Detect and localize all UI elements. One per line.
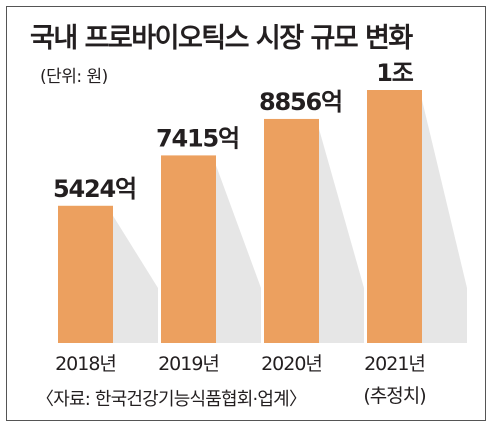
value-label-1: 5424억 [53, 175, 136, 203]
bar-shadow [216, 165, 261, 343]
value-label-4: 1조 [376, 59, 413, 87]
category-label-1: 2018년 [55, 353, 116, 375]
unit-note: (단위: 원) [40, 67, 108, 87]
category-sublabel-4: (추정치) [363, 385, 425, 407]
bar-shadow [422, 100, 467, 343]
source-note: 〈자료: 한국건강기능식품협회·업계〉 [36, 389, 307, 410]
category-label-2: 2019년 [158, 353, 219, 375]
chart-title: 국내 프로바이오틱스 시장 규모 변화 [30, 23, 413, 54]
bar-shadow [319, 128, 364, 343]
bar-1 [58, 205, 113, 343]
category-label-4: 2021년 [364, 353, 425, 375]
category-label-3: 2020년 [261, 353, 322, 375]
bar-4 [367, 90, 422, 343]
value-label-3: 8856억 [259, 88, 342, 116]
bar-shadow [113, 215, 158, 343]
bar-2 [161, 155, 216, 343]
value-label-2: 7415억 [156, 124, 239, 152]
bar-3 [264, 118, 319, 343]
